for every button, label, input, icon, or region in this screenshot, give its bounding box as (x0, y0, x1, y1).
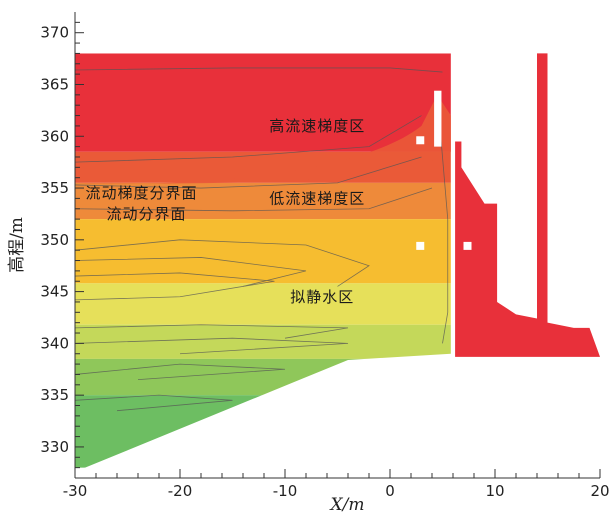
y-tick-label: 330 (40, 438, 69, 456)
streamline-11 (436, 94, 449, 344)
streamline-2 (74, 156, 422, 189)
marker-square (416, 241, 425, 250)
velocity-band-amber (75, 219, 451, 284)
marker-square (416, 136, 425, 145)
streamlines (74, 67, 449, 412)
x-axis-title: X/m (329, 495, 365, 515)
y-axis-title: 高程/m (7, 217, 27, 273)
x-tick-label: -30 (63, 482, 88, 500)
y-tick-label: 365 (40, 75, 69, 93)
y-tick-label: 355 (40, 179, 69, 197)
streamline-5 (74, 257, 307, 287)
velocity-bands (75, 53, 451, 468)
gate-slot (434, 90, 442, 147)
streamline-9 (74, 363, 286, 381)
streamline-8 (74, 337, 349, 355)
streamline-6 (74, 272, 275, 301)
streamline-7 (74, 324, 349, 339)
y-tick-label: 360 (40, 127, 69, 145)
annotation-2: 流动分界面 (107, 205, 187, 223)
x-tick-label: -20 (168, 482, 193, 500)
velocity-band-green (75, 395, 451, 468)
dam-body (455, 53, 600, 357)
streamline-3 (74, 187, 433, 212)
marker-square (463, 241, 472, 250)
annotation-4: 拟静水区 (290, 288, 354, 306)
velocity-band-yellow (75, 283, 451, 325)
annotation-0: 高流速梯度区 (269, 117, 365, 135)
gradient-tongue (75, 94, 451, 184)
annotation-3: 低流速梯度区 (269, 189, 365, 207)
axes: -30 -20 -10 0 10 20 330 335 340 345 350 355 360 365 37… (40, 12, 610, 500)
x-tick-label: -10 (273, 482, 298, 500)
streamline-0 (74, 67, 443, 73)
x-tick-label: 0 (385, 482, 395, 500)
streamline-4 (74, 239, 370, 287)
y-tick-label: 340 (40, 334, 69, 352)
velocity-band-light-green (75, 358, 451, 396)
dam-structure (416, 53, 600, 357)
y-tick-label: 370 (40, 24, 69, 42)
streamline-1 (74, 115, 422, 163)
velocity-band-orange (75, 182, 451, 220)
velocity-band-yellow-green (75, 324, 451, 359)
y-tick-label: 335 (40, 386, 69, 404)
y-tick-label: 350 (40, 231, 69, 249)
annotation-1: 流动梯度分界面 (86, 184, 198, 202)
streamline-10 (74, 394, 233, 412)
y-tick-label: 345 (40, 283, 69, 301)
x-tick-label: 20 (590, 482, 609, 500)
x-tick-label: 10 (485, 482, 504, 500)
